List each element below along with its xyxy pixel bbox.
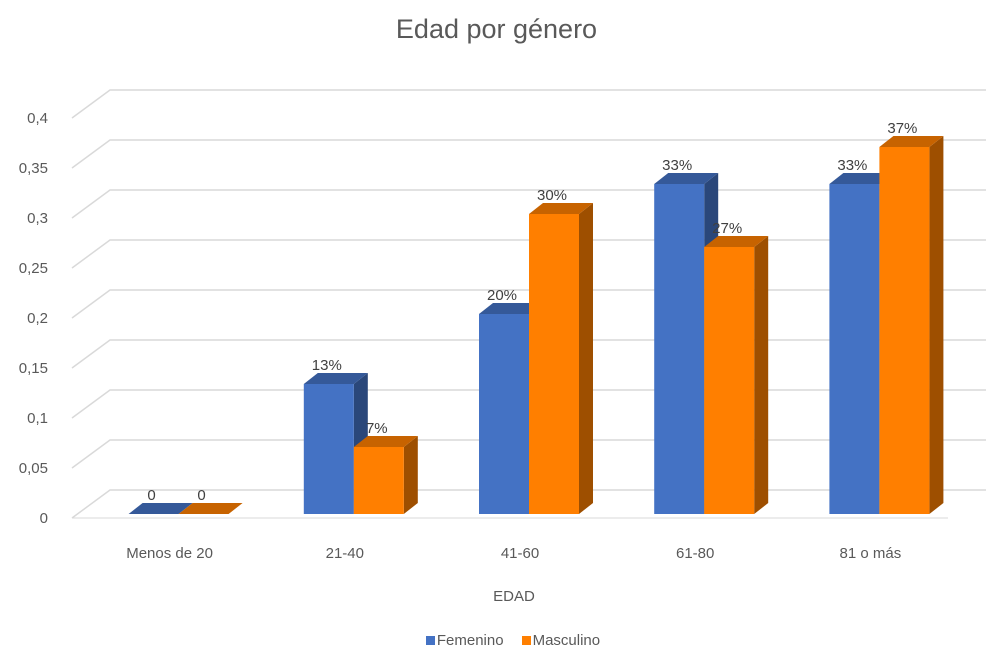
bar-side xyxy=(579,203,593,514)
data-label: 20% xyxy=(487,287,517,304)
bar-top xyxy=(529,203,593,214)
y-tick-label: 0,3 xyxy=(27,210,48,227)
data-label: 30% xyxy=(537,187,567,204)
data-label: 37% xyxy=(887,120,917,137)
bar xyxy=(303,384,354,514)
data-label: 27% xyxy=(712,220,742,237)
gridline xyxy=(71,139,986,169)
bar-top xyxy=(178,503,243,514)
data-label: 0 xyxy=(197,487,205,504)
x-tick-label: 21-40 xyxy=(326,545,364,562)
x-tick-label: 41-60 xyxy=(501,545,539,562)
y-tick-label: 0 xyxy=(40,510,48,527)
legend-swatch-femenino xyxy=(425,636,435,645)
legend-label-femenino: Femenino xyxy=(436,632,504,649)
bar-side xyxy=(754,236,769,514)
data-label: 7% xyxy=(366,420,388,437)
bar-top xyxy=(654,173,719,184)
x-axis-title: EDAD xyxy=(493,588,535,605)
bar xyxy=(479,314,529,514)
x-tick-label: 61-80 xyxy=(676,545,714,562)
y-tick-label: 0,05 xyxy=(19,460,48,477)
data-label: 33% xyxy=(837,157,867,174)
y-tick-label: 0,4 xyxy=(27,110,48,127)
bar xyxy=(704,247,755,514)
y-tick-label: 0,25 xyxy=(19,260,48,277)
bar xyxy=(529,214,579,514)
bar-side xyxy=(403,436,418,514)
bar-top xyxy=(479,303,543,314)
y-tick-label: 0,2 xyxy=(27,310,48,327)
chart-title: Edad por género xyxy=(395,14,598,44)
bar xyxy=(353,447,404,514)
bar-top xyxy=(128,503,193,514)
bar-side xyxy=(929,136,944,514)
bar-top xyxy=(829,173,894,184)
bar-top xyxy=(704,236,769,247)
data-label: 33% xyxy=(662,157,692,174)
bar xyxy=(879,147,930,514)
y-tick-label: 0,15 xyxy=(19,360,48,377)
x-tick-label: Menos de 20 xyxy=(126,545,213,562)
y-tick-label: 0,35 xyxy=(19,160,48,177)
y-tick-label: 0,1 xyxy=(27,410,48,427)
bar-top xyxy=(353,436,418,447)
legend: Femenino Masculino xyxy=(0,632,993,649)
bar xyxy=(654,184,705,514)
bar xyxy=(829,184,880,514)
x-tick-label: 81 o más xyxy=(840,545,902,562)
bar-top xyxy=(879,136,944,147)
legend-swatch-masculino xyxy=(521,636,531,645)
gridline xyxy=(71,89,986,119)
data-label: 13% xyxy=(312,357,342,374)
bar-top xyxy=(303,373,368,384)
legend-item-femenino: Femenino xyxy=(425,632,504,649)
legend-label-masculino: Masculino xyxy=(532,632,601,649)
legend-item-masculino: Masculino xyxy=(521,632,601,649)
data-label: 0 xyxy=(147,487,155,504)
